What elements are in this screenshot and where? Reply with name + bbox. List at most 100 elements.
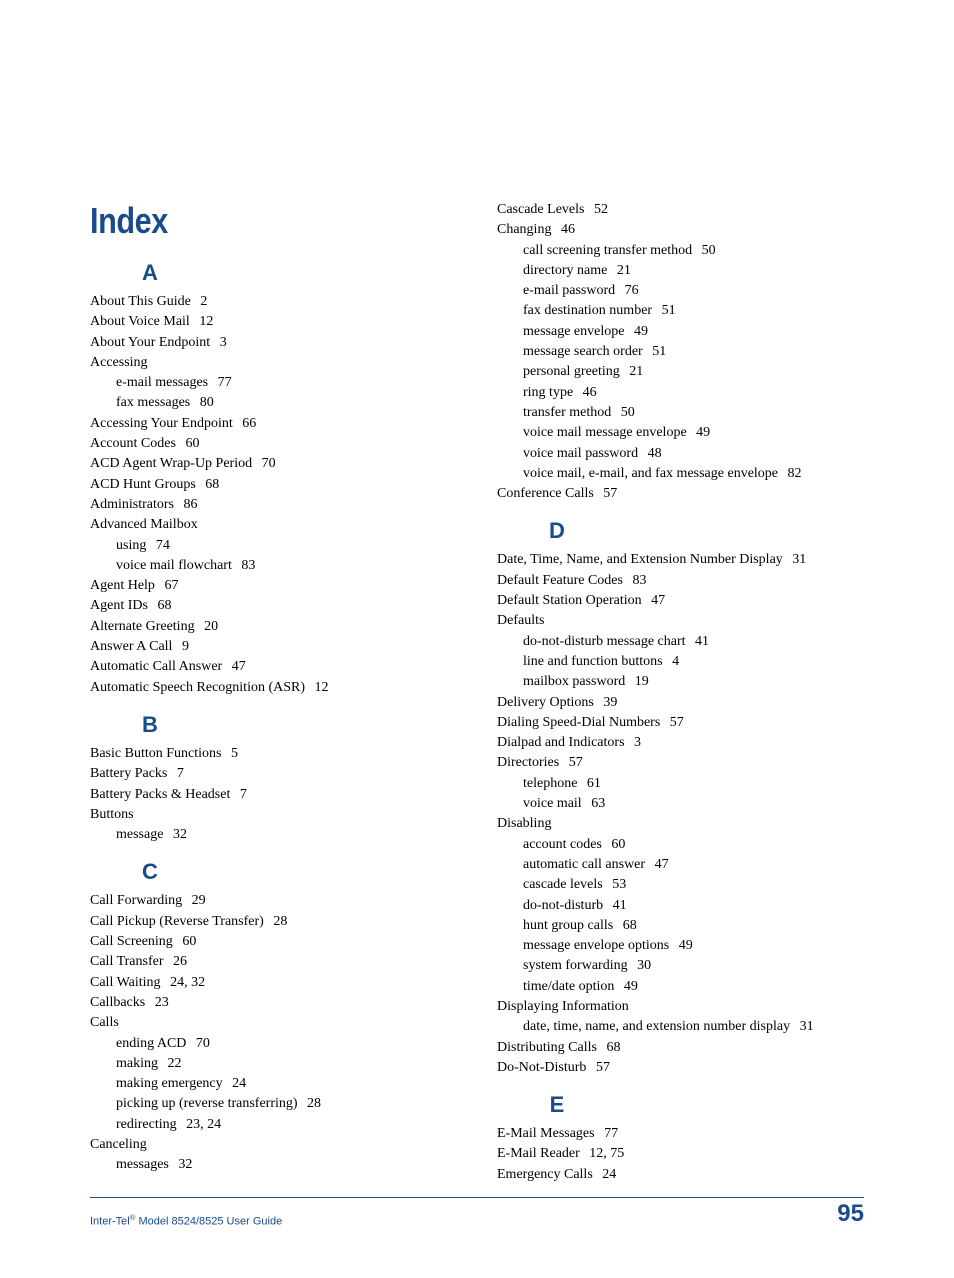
entry-page: 70 [186,1036,210,1051]
entry-text: Canceling [90,1137,147,1152]
entry-text: ending ACD [116,1036,186,1051]
entry-text: automatic call answer [523,857,645,872]
entry-text: ring type [523,385,573,400]
index-entry: Delivery Options 39 [497,693,864,713]
section-letter: C [90,859,210,885]
index-entry: Automatic Call Answer 47 [90,657,457,677]
entry-text: Default Feature Codes [497,573,623,588]
index-entry: making 22 [90,1054,457,1074]
index-entry: About Your Endpoint 3 [90,333,457,353]
entry-text: Battery Packs [90,766,167,781]
index-entry: Call Waiting 24, 32 [90,973,457,993]
entry-text: Automatic Call Answer [90,659,222,674]
index-entry: voice mail, e-mail, and fax message enve… [497,464,864,484]
entry-page: 70 [252,456,276,471]
entry-text: Call Pickup (Reverse Transfer) [90,914,264,929]
index-entry: message 32 [90,825,457,845]
entry-text: Agent IDs [90,598,148,613]
entry-text: personal greeting [523,364,620,379]
entry-page: 29 [182,893,206,908]
index-entry: system forwarding 30 [497,956,864,976]
entry-text: Account Codes [90,436,176,451]
index-entry: call screening transfer method 50 [497,241,864,261]
entry-page: 50 [692,243,716,258]
entry-page: 60 [176,436,200,451]
index-entry: voice mail password 48 [497,444,864,464]
entry-text: About This Guide [90,294,191,309]
entry-text: transfer method [523,405,611,420]
entry-page: 7 [167,766,184,781]
index-entry: Directories 57 [497,753,864,773]
entry-text: line and function buttons [523,654,663,669]
entry-page: 32 [163,827,187,842]
entry-text: e-mail messages [116,375,208,390]
index-entry: hunt group calls 68 [497,916,864,936]
entry-text: Administrators [90,497,174,512]
right-entries: Cascade Levels 52Changing 46call screeni… [497,200,864,1185]
entry-text: Call Screening [90,934,173,949]
entry-text: picking up (reverse transferring) [116,1096,298,1111]
index-entry: Call Transfer 26 [90,952,457,972]
entry-text: Defaults [497,613,544,628]
entry-page: 24 [593,1167,617,1182]
entry-page: 19 [625,674,649,689]
entry-text: Cascade Levels [497,202,584,217]
entry-page: 63 [582,796,606,811]
entry-page: 4 [663,654,680,669]
index-entry: time/date option 49 [497,977,864,997]
index-entry: line and function buttons 4 [497,652,864,672]
entry-text: making emergency [116,1076,223,1091]
index-entry: Dialing Speed-Dial Numbers 57 [497,713,864,733]
index-entry: Buttons [90,805,457,825]
index-entry: Dialpad and Indicators 3 [497,733,864,753]
right-column: Cascade Levels 52Changing 46call screeni… [497,200,864,1185]
index-entry: cascade levels 53 [497,875,864,895]
entry-text: Answer A Call [90,639,172,654]
entry-text: Call Waiting [90,975,161,990]
entry-page: 31 [790,1019,814,1034]
entry-page: 61 [577,776,601,791]
entry-page: 5 [221,746,238,761]
index-entry: E-Mail Reader 12, 75 [497,1144,864,1164]
index-entry: Call Pickup (Reverse Transfer) 28 [90,912,457,932]
entry-text: Emergency Calls [497,1167,593,1182]
index-entry: Call Screening 60 [90,932,457,952]
entry-page: 24, 32 [161,975,206,990]
entry-page: 52 [584,202,608,217]
index-entry: ending ACD 70 [90,1034,457,1054]
index-entry: do-not-disturb message chart 41 [497,632,864,652]
entry-text: Distributing Calls [497,1040,597,1055]
index-entry: personal greeting 21 [497,362,864,382]
index-entry: redirecting 23, 24 [90,1115,457,1135]
entry-page: 68 [196,477,220,492]
index-entry: Disabling [497,814,864,834]
entry-text: messages [116,1157,169,1172]
entry-text: making [116,1056,158,1071]
entry-page: 7 [230,787,247,802]
entry-text: using [116,538,146,553]
entry-text: Call Transfer [90,954,164,969]
index-entry: Alternate Greeting 20 [90,617,457,637]
page-number: 95 [837,1200,864,1228]
entry-page: 21 [607,263,631,278]
index-entry: fax messages 80 [90,393,457,413]
index-entry: date, time, name, and extension number d… [497,1017,864,1037]
entry-text: directory name [523,263,607,278]
index-entry: Accessing [90,353,457,373]
entry-text: fax messages [116,395,190,410]
index-entry: Default Feature Codes 83 [497,571,864,591]
entry-page: 12, 75 [580,1146,625,1161]
entry-text: Conference Calls [497,486,594,501]
left-entries: AAbout This Guide 2About Voice Mail 12Ab… [90,260,457,1176]
entry-page: 60 [602,837,626,852]
entry-page: 67 [155,578,179,593]
entry-page: 48 [638,446,662,461]
entry-page: 49 [624,324,648,339]
entry-page: 46 [573,385,597,400]
entry-page: 57 [586,1060,610,1075]
index-entry: Default Station Operation 47 [497,591,864,611]
entry-page: 30 [628,958,652,973]
entry-page: 57 [594,486,618,501]
index-entry: Cascade Levels 52 [497,200,864,220]
left-column: Index AAbout This Guide 2About Voice Mai… [90,200,457,1185]
